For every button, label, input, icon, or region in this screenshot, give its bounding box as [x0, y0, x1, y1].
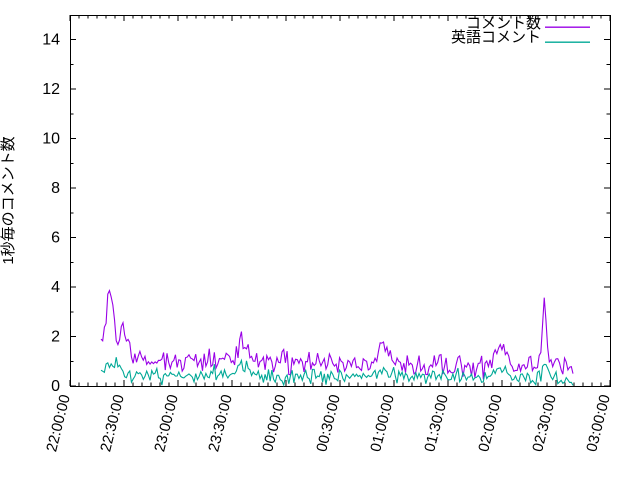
- svg-text:0: 0: [51, 378, 60, 395]
- svg-text:1秒毎のコメント数: 1秒毎のコメント数: [0, 136, 17, 264]
- svg-text:12: 12: [42, 81, 60, 98]
- svg-text:4: 4: [51, 279, 60, 296]
- svg-text:2: 2: [51, 329, 60, 346]
- svg-text:英語コメント: 英語コメント: [451, 28, 541, 46]
- svg-text:14: 14: [42, 32, 60, 49]
- svg-text:8: 8: [51, 180, 60, 197]
- svg-text:6: 6: [51, 230, 60, 247]
- svg-text:10: 10: [42, 131, 60, 148]
